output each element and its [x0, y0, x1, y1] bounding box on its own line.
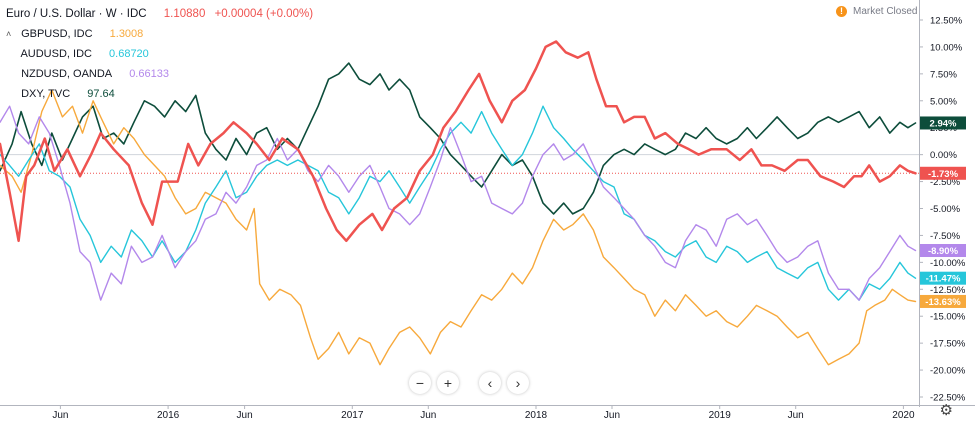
- series-line-nzdusd: [0, 105, 917, 301]
- x-tick-label: 2017: [341, 410, 364, 421]
- legend-item-gbpusd[interactable]: ˄ GBPUSD, IDC 1.3008: [0, 24, 313, 44]
- gear-icon[interactable]: ⚙: [939, 402, 953, 419]
- y-tick-label: -22.50%: [930, 393, 966, 404]
- y-tick-label: 5.00%: [930, 96, 957, 107]
- legend-item-value: 0.66133: [129, 68, 169, 80]
- x-tick-label: 2020: [892, 410, 915, 421]
- legend-item-value: 0.68720: [109, 48, 149, 60]
- y-tick-label: -10.00%: [930, 258, 966, 269]
- legend-item-symbol: DXY, TVC: [21, 88, 71, 100]
- y-tick-label: -15.00%: [930, 312, 966, 323]
- last-value-text: -13.63%: [925, 297, 961, 308]
- y-tick-label: -17.50%: [930, 339, 966, 350]
- legend-item-dxy[interactable]: DXY, TVC 97.64: [0, 84, 313, 104]
- zoom-out-button[interactable]: −: [409, 372, 431, 394]
- last-value-label: -1.73%: [920, 166, 966, 180]
- last-value-tag: [920, 294, 966, 308]
- legend-main[interactable]: Euro / U.S. Dollar · W · IDC 1.10880 +0.…: [0, 4, 313, 24]
- last-value-tag: [920, 244, 966, 258]
- last-value-label: 2.94%: [920, 116, 966, 130]
- last-value-label: -13.63%: [920, 294, 966, 308]
- last-value-text: -1.73%: [928, 169, 959, 180]
- legend-main-change: +0.00004 (+0.00%): [214, 8, 314, 20]
- chart-navigation: − + ‹ ›: [409, 372, 529, 394]
- y-tick-label: -12.50%: [930, 285, 966, 296]
- legend-item-nzdusd[interactable]: NZDUSD, OANDA 0.66133: [0, 64, 313, 84]
- x-tick-label: Jun: [604, 410, 620, 421]
- legend-main-value: 1.10880: [163, 8, 206, 20]
- x-tick-label: Jun: [52, 410, 68, 421]
- legend-item-value: 1.3008: [109, 28, 144, 40]
- legend-item-symbol: NZDUSD, OANDA: [21, 68, 113, 80]
- last-value-labels: -1.73% -13.63% -11.47% -8.90% 2.94%: [920, 116, 966, 308]
- last-value-text: -11.47%: [926, 274, 961, 285]
- x-tick-label: Jun: [237, 410, 253, 421]
- y-tick-label: 0.00%: [930, 150, 957, 161]
- y-tick-label: 12.50%: [930, 16, 963, 27]
- legend-item-value: 97.64: [87, 88, 115, 100]
- series-line-dxy: [0, 62, 917, 215]
- last-value-tag: [920, 166, 966, 180]
- scroll-left-button[interactable]: ‹: [479, 372, 501, 394]
- series-line-gbpusd: [0, 89, 917, 366]
- last-value-text: 2.94%: [930, 118, 957, 129]
- y-tick-label: 10.00%: [930, 42, 963, 53]
- series-line-euro: [0, 40, 917, 243]
- y-tick-label: -7.50%: [930, 231, 961, 242]
- collapse-icon[interactable]: ˄: [6, 29, 12, 39]
- last-value-label: -8.90%: [920, 244, 966, 258]
- series-layer: [0, 40, 917, 366]
- legend-item-symbol: AUDUSD, IDC: [20, 48, 92, 60]
- y-tick-label: -5.00%: [930, 204, 961, 215]
- x-tick-label: Jun: [788, 410, 804, 421]
- legend-main-symbol: Euro / U.S. Dollar · W · IDC: [6, 8, 147, 20]
- y-tick-label: -2.50%: [930, 177, 961, 188]
- market-status-text: Market Closed: [853, 6, 918, 17]
- y-tick-label: 7.50%: [930, 69, 957, 80]
- x-tick-label: 2016: [157, 410, 180, 421]
- x-tick-label: Jun: [420, 410, 436, 421]
- legend-item-symbol: GBPUSD, IDC: [21, 28, 93, 40]
- last-value-text: -8.90%: [928, 246, 959, 257]
- y-tick-label: -20.00%: [930, 366, 966, 377]
- market-status[interactable]: ! Market Closed: [836, 6, 917, 17]
- x-tick-label: 2019: [709, 410, 732, 421]
- last-value-tag: [920, 271, 966, 285]
- alert-icon: !: [836, 6, 847, 17]
- scroll-right-button[interactable]: ›: [507, 372, 529, 394]
- last-value-label: -11.47%: [920, 271, 966, 285]
- last-value-tag: [920, 116, 966, 130]
- x-tick-label: 2018: [525, 410, 548, 421]
- chart-grid: [0, 154, 919, 174]
- legend-item-audusd[interactable]: AUDUSD, IDC 0.68720: [0, 44, 313, 64]
- legend: Euro / U.S. Dollar · W · IDC 1.10880 +0.…: [0, 4, 313, 104]
- zoom-in-button[interactable]: +: [437, 372, 459, 394]
